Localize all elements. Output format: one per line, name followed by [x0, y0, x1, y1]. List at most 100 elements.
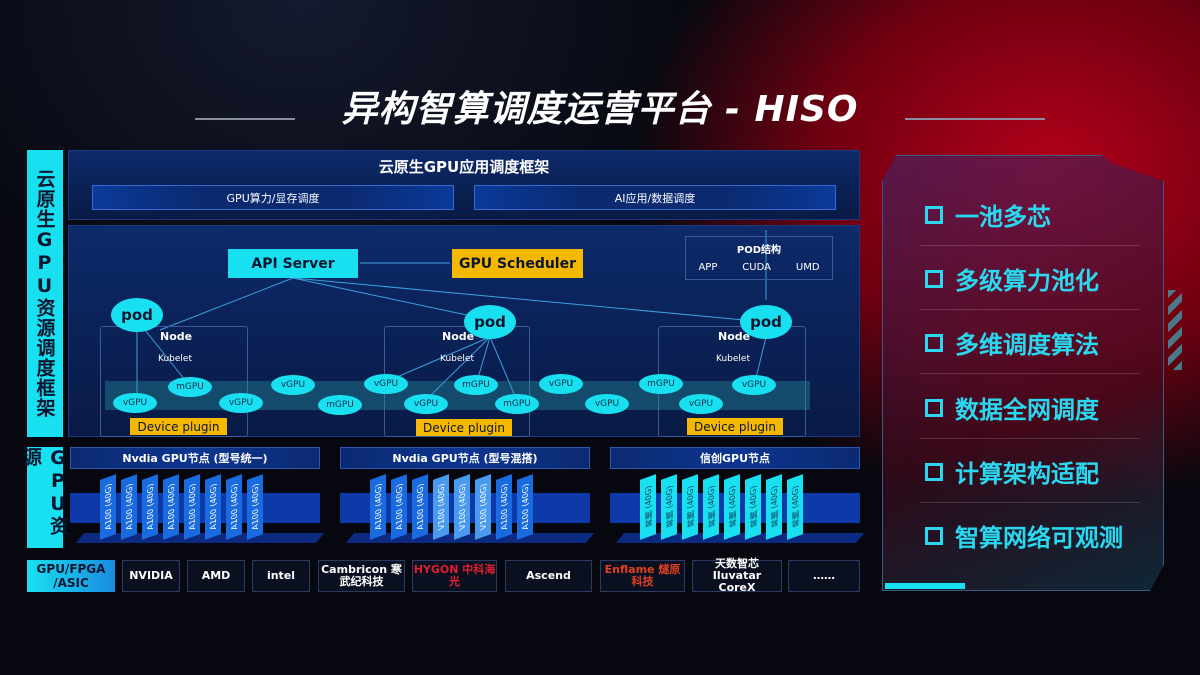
feature-item: 一池多芯	[925, 197, 1051, 232]
gpu-card-label: V100 (40G)	[457, 482, 467, 532]
gpu-card: A100 (40G)	[496, 474, 512, 540]
gpu-card-label: A100 (40G)	[166, 482, 176, 532]
gpu-card: 昇腾 (40G)	[682, 474, 698, 540]
gpu-card-label: A100 (40G)	[103, 482, 113, 532]
gpu-card-label: A100 (40G)	[499, 482, 509, 532]
device-plugin-box: Device plugin	[130, 418, 227, 435]
kubelet-label: Kubelet	[158, 354, 192, 364]
gpu-card: 昇腾 (40G)	[661, 474, 677, 540]
gpu-slice: vGPU	[271, 375, 315, 395]
vendor-logo: NVIDIA	[122, 560, 180, 592]
gpu-node-header: 信创GPU节点	[610, 447, 860, 469]
pod-structure-title: POD结构	[736, 245, 782, 256]
gpu-card-label: A100 (40G)	[187, 482, 197, 532]
vendor-logo: ……	[788, 560, 860, 592]
gpu-slice: vGPU	[679, 394, 723, 414]
pod: pod	[464, 305, 516, 339]
gpu-card-label: V100 (40G)	[478, 482, 488, 532]
gpu-card-label: A100 (40G)	[124, 482, 134, 532]
gpu-card-label: A100 (40G)	[208, 482, 218, 532]
gpu-card: A100 (40G)	[412, 474, 428, 540]
gpu-card: A100 (40G)	[247, 474, 263, 540]
pod-layer: CUDA	[742, 262, 771, 273]
panel-accent	[885, 583, 965, 589]
feature-label: 数据全网调度	[955, 396, 1099, 424]
gpu-node-header: Nvdia GPU节点 (型号统一)	[70, 447, 320, 469]
feature-label: 多维调度算法	[955, 331, 1099, 359]
gpu-card-label: 昇腾 (40G)	[727, 484, 737, 530]
gpu-card-label: A100 (40G)	[373, 482, 383, 532]
checkbox-icon	[925, 205, 943, 224]
framework-side-label: 云原生GPU资源调度框架	[27, 150, 63, 437]
gpu-card-label: A100 (40G)	[394, 482, 404, 532]
gpu-card-label: 昇腾 (40G)	[748, 484, 758, 530]
vendor-logo: AMD	[187, 560, 245, 592]
checkbox-icon	[925, 269, 943, 288]
gpu-slice: mGPU	[639, 374, 683, 394]
gpu-card: 昇腾 (40G)	[640, 474, 656, 540]
gpu-card: 昇腾 (40G)	[766, 474, 782, 540]
vendor-logo: Enflame 燧原科技	[600, 560, 685, 592]
divider	[920, 502, 1140, 503]
vendor-logo: intel	[252, 560, 310, 592]
feature-item: 智算网络可观测	[925, 518, 1123, 553]
gpu-slice: mGPU	[454, 375, 498, 395]
feature-item: 多维调度算法	[925, 325, 1099, 360]
vendor-label: GPU/FPGA /ASIC	[27, 560, 115, 592]
gpu-card: A100 (40G)	[370, 474, 386, 540]
pod: pod	[740, 305, 792, 339]
gpu-card-label: A100 (40G)	[229, 482, 239, 532]
gpu-card-label: 昇腾 (40G)	[769, 484, 779, 530]
divider	[920, 245, 1140, 246]
node-box	[100, 326, 248, 437]
gpu-card: 昇腾 (40G)	[703, 474, 719, 540]
gpu-card: V100 (40G)	[475, 474, 491, 540]
gpu-card-label: A100 (40G)	[145, 482, 155, 532]
feature-label: 计算架构适配	[955, 460, 1099, 488]
vendor-logo: HYGON 中科海光	[412, 560, 497, 592]
gpu-card: A100 (40G)	[226, 474, 242, 540]
gpu-card: 昇腾 (40G)	[745, 474, 761, 540]
divider	[920, 309, 1140, 310]
checkbox-icon	[925, 462, 943, 481]
pod: pod	[111, 298, 163, 332]
kubelet-label: Kubelet	[716, 354, 750, 364]
gpu-card: A100 (40G)	[184, 474, 200, 540]
gpu-card-label: A100 (40G)	[415, 482, 425, 532]
feature-label: 一池多芯	[955, 203, 1051, 231]
resources-side-label: GPU资源	[20, 447, 69, 548]
gpu-card: 昇腾 (40G)	[724, 474, 740, 540]
title-deco-left	[195, 118, 295, 120]
checkbox-icon	[925, 398, 943, 417]
gpu-scheduler-box: GPU Scheduler	[452, 249, 583, 278]
gpu-slice: mGPU	[318, 395, 362, 415]
gpu-card-label: 昇腾 (40G)	[706, 484, 716, 530]
gpu-slice: vGPU	[113, 393, 157, 413]
feature-item: 多级算力池化	[925, 261, 1099, 296]
divider	[920, 438, 1140, 439]
kubelet-label: Kubelet	[440, 354, 474, 364]
pod-layer: UMD	[795, 262, 820, 273]
feature-item: 数据全网调度	[925, 390, 1099, 425]
gpu-card: A100 (40G)	[142, 474, 158, 540]
gpu-card: V100 (40G)	[454, 474, 470, 540]
checkbox-icon	[925, 333, 943, 352]
gpu-slice: vGPU	[404, 394, 448, 414]
gpu-card-label: 昇腾 (40G)	[790, 484, 800, 530]
gpu-slice: vGPU	[364, 374, 408, 394]
vendor-logo: Ascend	[505, 560, 592, 592]
gpu-card-label: A100 (40G)	[520, 482, 530, 532]
gpu-card: V100 (40G)	[433, 474, 449, 540]
gpu-card: A100 (40G)	[121, 474, 137, 540]
gpu-slice: mGPU	[495, 394, 539, 414]
vendor-logo: 天数智芯 Iluvatar CoreX	[692, 557, 782, 594]
sub-bar-ai: AI应用/数据调度	[474, 185, 836, 210]
node-label: Node	[718, 330, 751, 343]
checkbox-icon	[925, 526, 943, 545]
pod-structure-box: POD结构 APP CUDA UMD	[685, 236, 833, 280]
gpu-card: A100 (40G)	[163, 474, 179, 540]
sub-bar-gpu: GPU算力/显存调度	[92, 185, 454, 210]
device-plugin-box: Device plugin	[687, 418, 783, 435]
gpu-card: A100 (40G)	[391, 474, 407, 540]
vendor-logo: Cambricon 寒武纪科技	[318, 560, 405, 592]
